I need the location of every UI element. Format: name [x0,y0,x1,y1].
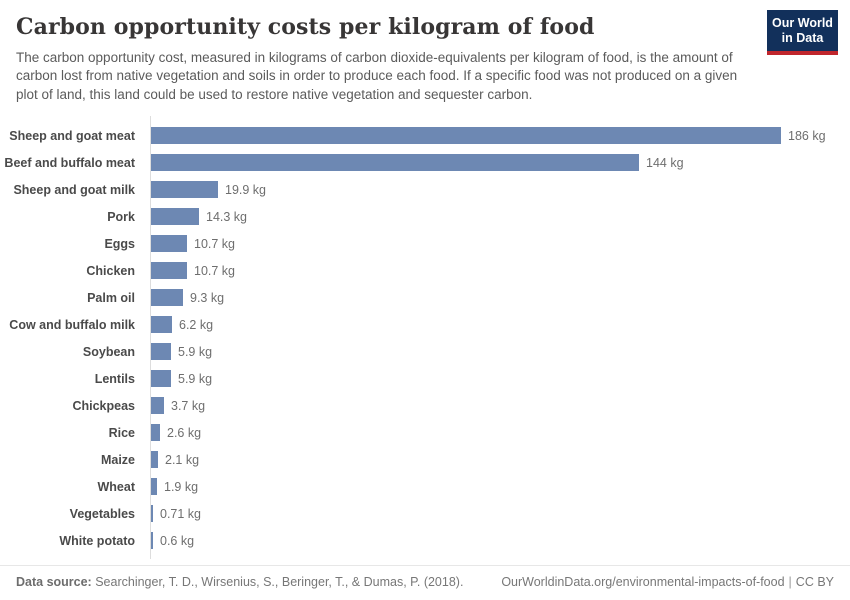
bar-track: 6.2 kg [143,316,850,334]
chart-subtitle: The carbon opportunity cost, measured in… [16,50,738,102]
footer-attribution: OurWorldinData.org/environmental-impacts… [501,575,834,589]
bar-track: 3.7 kg [143,397,850,415]
bar [151,505,153,523]
bar [151,424,160,442]
bar-track: 0.6 kg [143,532,850,550]
bar-row: Maize 2.1 kg [0,446,850,473]
data-source-label: Data source: [16,575,92,590]
footer-divider [0,565,850,567]
bar-track: 2.6 kg [143,424,850,442]
bar-row: Beef and buffalo meat 144 kg [0,149,850,176]
bar-track: 144 kg [143,154,850,172]
bar-rows: Sheep and goat meat 186 kg Beef and buffal… [0,122,850,554]
owid-logo[interactable]: Our World in Data [767,10,838,55]
value-label: 2.1 kg [165,452,200,467]
category-label: Soybean [82,344,135,359]
value-label: 0.71 kg [160,506,202,521]
bar-track: 14.3 kg [143,208,850,226]
value-label: 186 kg [788,128,826,143]
bar-row: Cow and buffalo milk 6.2 kg [0,311,850,338]
category-label: Chickpeas [72,398,135,413]
value-label: 3.7 kg [171,398,206,413]
bar [151,451,158,469]
bar-track: 0.71 kg [143,505,850,523]
bar-row: Lentils 5.9 kg [0,365,850,392]
value-label: 0.6 kg [160,533,195,548]
value-label: 10.7 kg [194,236,236,251]
category-label: Lentils [94,371,135,386]
bar-chart: Sheep and goat meat 186 kg Beef and buffal… [0,116,850,560]
bar [151,397,164,415]
bar [151,316,172,334]
bar-track: 10.7 kg [143,235,850,253]
bar-track: 10.7 kg [143,262,850,280]
bar [151,181,218,199]
category-label: Palm oil [87,290,135,305]
chart-header: Carbon opportunity costs per kilogram of… [0,0,850,104]
category-label: Sheep and goat milk [13,182,135,197]
bar-track: 5.9 kg [143,370,850,388]
value-label: 10.7 kg [194,263,236,278]
data-source-text: Searchinger, T. D., Wirsenius, S., Berin… [91,575,464,590]
footer-separator: | [788,575,792,590]
bar-row: Sheep and goat milk 19.9 kg [0,176,850,203]
bar-row: Rice 2.6 kg [0,419,850,446]
bar-row: Chickpeas 3.7 kg [0,392,850,419]
bar-row: Eggs 10.7 kg [0,230,850,257]
value-label: 2.6 kg [167,425,202,440]
category-label: Chicken [86,263,135,278]
category-label: Wheat [97,479,136,494]
category-label: White potato [59,533,135,548]
chart-footer: Data source: Searchinger, T. D., Wirseni… [0,566,850,589]
category-label: Pork [107,209,135,224]
bar-track: 19.9 kg [143,181,850,199]
category-label: Maize [100,452,135,467]
bar-track: 1.9 kg [143,478,850,496]
bar-row: Vegetables 0.71 kg [0,500,850,527]
bar [151,154,639,172]
owid-logo-text: Our World in Data [767,10,838,51]
value-label: 9.3 kg [190,290,225,305]
bar [151,289,183,307]
value-label: 14.3 kg [206,209,248,224]
bar [151,532,153,550]
value-label: 144 kg [646,155,684,170]
value-label: 1.9 kg [164,479,199,494]
bar-row: Palm oil 9.3 kg [0,284,850,311]
data-source-note: Data source: Searchinger, T. D., Wirseni… [16,575,463,589]
category-label: Cow and buffalo milk [9,317,135,332]
bar-row: Chicken 10.7 kg [0,257,850,284]
bar-row: Wheat 1.9 kg [0,473,850,500]
license-label: CC BY [795,575,834,590]
bar [151,262,187,280]
bar [151,370,171,388]
category-label: Beef and buffalo meat [4,155,135,170]
bar-track: 2.1 kg [143,451,850,469]
bar [151,235,187,253]
category-label: Eggs [104,236,135,251]
chart-title: Carbon opportunity costs per kilogram of… [16,14,595,40]
value-label: 5.9 kg [178,371,213,386]
category-label: Rice [108,425,135,440]
bar-row: White potato 0.6 kg [0,527,850,554]
bar-row: Soybean 5.9 kg [0,338,850,365]
value-label: 6.2 kg [179,317,214,332]
bar [151,208,199,226]
value-label: 5.9 kg [178,344,213,359]
bar-track: 9.3 kg [143,289,850,307]
owid-url-link[interactable]: OurWorldinData.org/environmental-impacts… [501,575,785,590]
owid-logo-accent-bar [767,51,838,55]
bar-row: Sheep and goat meat 186 kg [0,122,850,149]
bar [151,343,171,361]
category-label: Sheep and goat meat [9,128,135,143]
bar-track: 186 kg [143,127,850,145]
bar [151,478,157,496]
category-label: Vegetables [69,506,135,521]
bar [151,127,781,145]
y-axis-line [150,116,151,560]
bar-track: 5.9 kg [143,343,850,361]
value-label: 19.9 kg [225,182,267,197]
bar-row: Pork 14.3 kg [0,203,850,230]
